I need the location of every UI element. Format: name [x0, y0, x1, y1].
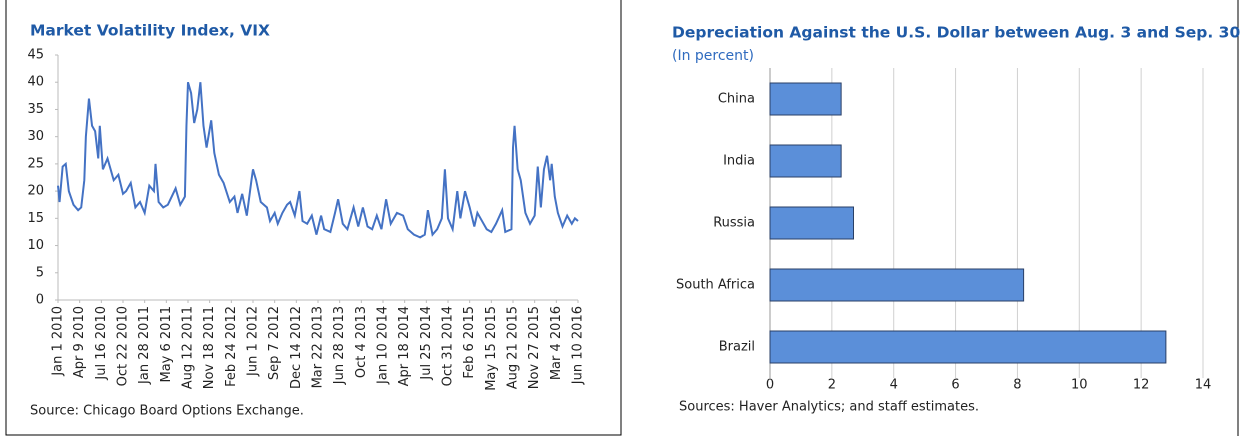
x-tick-label: Feb 6 2015 [462, 306, 477, 379]
category-label: Russia [713, 216, 755, 231]
x-tick-label: Jul 16 2010 [94, 306, 109, 381]
y-tick-label: 45 [27, 48, 44, 63]
x-tick-label: Dec 14 2012 [289, 306, 304, 389]
x-tick-label: Mar 4 2016 [549, 306, 564, 380]
y-tick-label: 35 [27, 102, 44, 117]
x-tick-label: Oct 31 2014 [441, 306, 456, 386]
panel-border [5, 0, 622, 436]
y-tick-label: 5 [36, 265, 44, 280]
x-tick-label: Jun 10 2016 [571, 306, 586, 385]
x-tick-label: 6 [951, 378, 959, 393]
x-tick-label: Jun 1 2012 [246, 306, 261, 377]
category-label: India [723, 154, 755, 169]
x-tick-label: 0 [766, 378, 774, 393]
x-tick-label: Oct 4 2013 [354, 306, 369, 378]
category-label: South Africa [676, 278, 755, 293]
chart-title: Depreciation Against the U.S. Dollar bet… [672, 24, 1240, 42]
bar [769, 82, 842, 116]
x-tick-label: 8 [1013, 378, 1021, 393]
x-tick-label: Jan 1 2010 [51, 306, 66, 377]
category-label: China [718, 92, 755, 107]
chart-subtitle: (In percent) [672, 48, 754, 64]
x-tick-label: May 15 2015 [484, 306, 499, 391]
x-tick-label: Apr 9 2010 [72, 306, 87, 378]
x-tick-label: Sep 7 2012 [267, 306, 282, 380]
x-tick-label: May 6 2011 [159, 306, 174, 383]
x-tick-label: Nov 27 2015 [527, 306, 542, 389]
bar [769, 144, 842, 178]
vix-line [57, 81, 579, 239]
x-tick-label: Jul 25 2014 [419, 306, 434, 381]
x-tick-label: Jan 28 2011 [137, 306, 152, 385]
x-tick-label: Mar 22 2013 [311, 306, 326, 388]
x-tick-label: Aug 12 2011 [181, 306, 196, 389]
y-tick-label: 40 [27, 75, 44, 90]
y-tick-label: 10 [27, 238, 44, 253]
bar [769, 206, 855, 240]
y-tick-label: 30 [27, 129, 44, 144]
y-tick-label: 25 [27, 156, 44, 171]
x-tick-label: Jan 10 2014 [376, 306, 391, 385]
x-tick-label: 12 [1133, 378, 1150, 393]
bar [769, 330, 1167, 364]
x-tick-label: Nov 18 2011 [202, 306, 217, 389]
source-note: Sources: Haver Analytics; and staff esti… [679, 400, 979, 415]
source-note: Source: Chicago Board Options Exchange. [30, 404, 304, 419]
x-tick-label: Apr 18 2014 [397, 306, 412, 386]
x-tick-label: Feb 24 2012 [224, 306, 239, 387]
category-label: Brazil [719, 340, 755, 355]
x-tick-label: 4 [890, 378, 898, 393]
x-tick-label: Oct 22 2010 [116, 306, 131, 386]
x-tick-label: 2 [828, 378, 836, 393]
x-tick-label: 10 [1071, 378, 1088, 393]
x-tick-label: Jun 28 2013 [332, 306, 347, 385]
bar [769, 268, 1025, 302]
y-tick-label: 20 [27, 184, 44, 199]
chart-title: Market Volatility Index, VIX [30, 22, 270, 40]
y-tick-label: 15 [27, 211, 44, 226]
x-tick-label: Aug 21 2015 [506, 306, 521, 389]
x-tick-label: 14 [1195, 378, 1212, 393]
y-tick-label: 0 [36, 293, 44, 308]
